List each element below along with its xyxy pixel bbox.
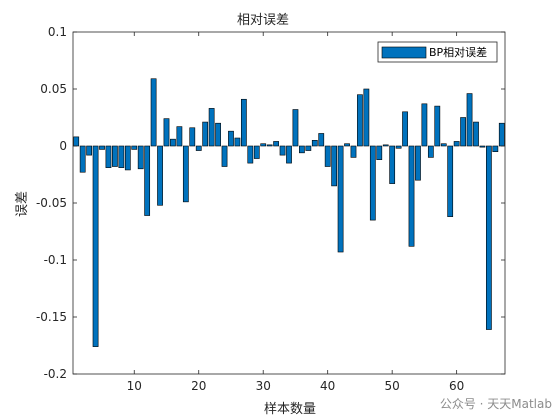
bar — [363, 88, 370, 147]
legend-label: BP相对误差 — [429, 45, 487, 59]
bar — [234, 137, 241, 147]
bar — [170, 138, 176, 147]
bar — [389, 145, 396, 184]
bar — [434, 105, 441, 147]
bar — [350, 145, 357, 158]
bar — [485, 145, 492, 330]
bar — [453, 141, 460, 147]
bar — [382, 144, 389, 147]
bar — [286, 145, 292, 164]
bar — [118, 145, 125, 168]
bar — [260, 143, 267, 147]
x-tick-label: 50 — [385, 379, 400, 393]
bar — [473, 121, 479, 147]
bar — [440, 143, 447, 147]
bar — [208, 108, 215, 147]
bar — [421, 103, 428, 147]
bar — [299, 145, 305, 154]
plot-frame — [72, 31, 506, 375]
bar — [73, 136, 80, 147]
x-axis-label: 样本数量 — [264, 402, 316, 417]
bar — [292, 109, 299, 147]
bar — [215, 122, 221, 147]
x-tick-label: 30 — [256, 379, 271, 393]
y-tick-label: -0.2 — [44, 367, 67, 381]
bar — [247, 145, 254, 164]
legend-swatch — [381, 46, 427, 59]
bar — [79, 145, 86, 173]
bar — [337, 145, 344, 253]
y-tick-label: -0.05 — [36, 196, 67, 210]
bar — [279, 145, 286, 156]
bar — [195, 145, 202, 151]
bar — [305, 145, 312, 151]
bar — [408, 145, 415, 247]
y-tick-label: 0.05 — [40, 82, 67, 96]
bar — [447, 145, 454, 217]
bar — [137, 145, 144, 170]
bar — [99, 145, 105, 150]
bar — [415, 145, 421, 181]
chart-title: 相对误差 — [237, 13, 289, 28]
bar — [86, 145, 93, 156]
y-axis-label: 误差 — [15, 191, 30, 217]
bar — [395, 145, 402, 149]
bar — [460, 117, 466, 147]
bar — [144, 145, 151, 216]
x-tick-label: 40 — [320, 379, 335, 393]
bar — [331, 145, 338, 187]
bar — [466, 93, 473, 147]
bar — [402, 111, 408, 147]
bar — [189, 127, 196, 147]
bar — [228, 130, 234, 147]
bar — [163, 118, 170, 147]
legend: BP相对误差 — [377, 41, 498, 63]
bar — [105, 145, 112, 168]
bar — [318, 133, 325, 147]
bar — [240, 98, 247, 147]
bar — [311, 140, 318, 147]
y-tick-label: 0 — [59, 139, 67, 153]
bar — [253, 145, 260, 159]
bar — [479, 145, 486, 148]
bars-group — [73, 78, 505, 347]
bar — [492, 145, 499, 152]
bar — [157, 145, 163, 206]
bar — [92, 145, 99, 347]
x-tick-label: 10 — [127, 379, 142, 393]
bar — [176, 126, 183, 147]
bar — [221, 145, 228, 167]
y-tick-label: -0.1 — [44, 253, 67, 267]
bar — [131, 145, 138, 150]
bar — [376, 145, 383, 160]
bar — [150, 78, 157, 147]
axes-group: -0.2 -0.15 -0.1 -0.05 0 0.05 0.1 10 20 30 40 50 60 — [36, 25, 506, 393]
bar — [498, 122, 505, 147]
bar — [369, 145, 376, 221]
bar — [427, 145, 434, 158]
bar — [344, 143, 350, 147]
bar — [182, 145, 189, 203]
x-tick-label: 60 — [449, 379, 464, 393]
watermark: 公众号 · 天天Matlab — [439, 397, 552, 411]
bar — [357, 94, 363, 147]
y-tick-label: 0.1 — [48, 25, 67, 39]
x-tick-label: 20 — [191, 379, 206, 393]
bar — [266, 144, 273, 147]
bar — [324, 145, 331, 167]
y-tick-label: -0.15 — [36, 310, 67, 324]
bar — [124, 145, 131, 171]
bar — [273, 141, 279, 147]
bar — [112, 145, 118, 167]
bar — [202, 121, 209, 147]
